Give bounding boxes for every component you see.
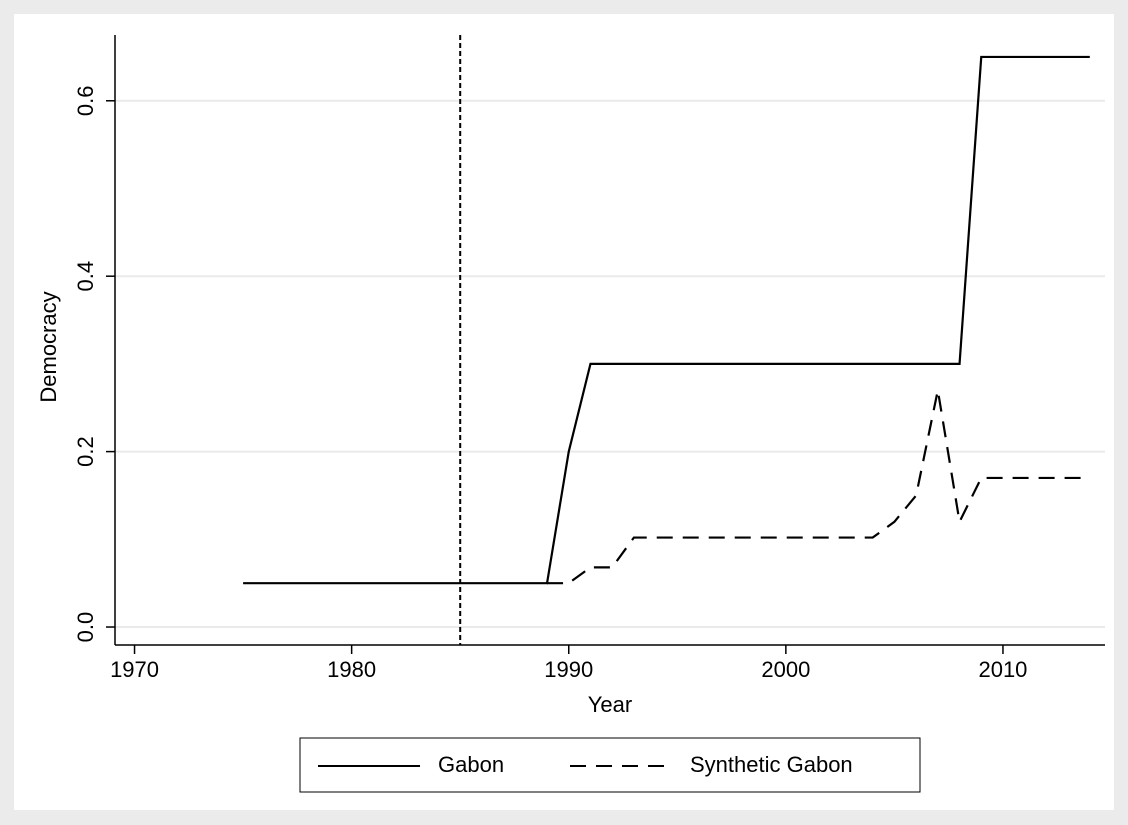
x-tick-label: 1980 (327, 657, 376, 682)
legend-label: Synthetic Gabon (690, 752, 853, 777)
legend-label: Gabon (438, 752, 504, 777)
y-tick-label: 0.0 (73, 612, 98, 643)
graph-region (14, 14, 1114, 810)
y-axis-title: Democracy (36, 291, 61, 402)
y-tick-label: 0.6 (73, 85, 98, 116)
x-tick-label: 2010 (978, 657, 1027, 682)
series-line (243, 55, 1090, 585)
x-tick-label: 2000 (761, 657, 810, 682)
series-line (547, 389, 1090, 585)
x-axis-title: Year (588, 692, 632, 717)
y-tick-label: 0.4 (73, 261, 98, 292)
y-tick-label: 0.2 (73, 436, 98, 467)
x-tick-label: 1970 (110, 657, 159, 682)
x-tick-label: 1990 (544, 657, 593, 682)
